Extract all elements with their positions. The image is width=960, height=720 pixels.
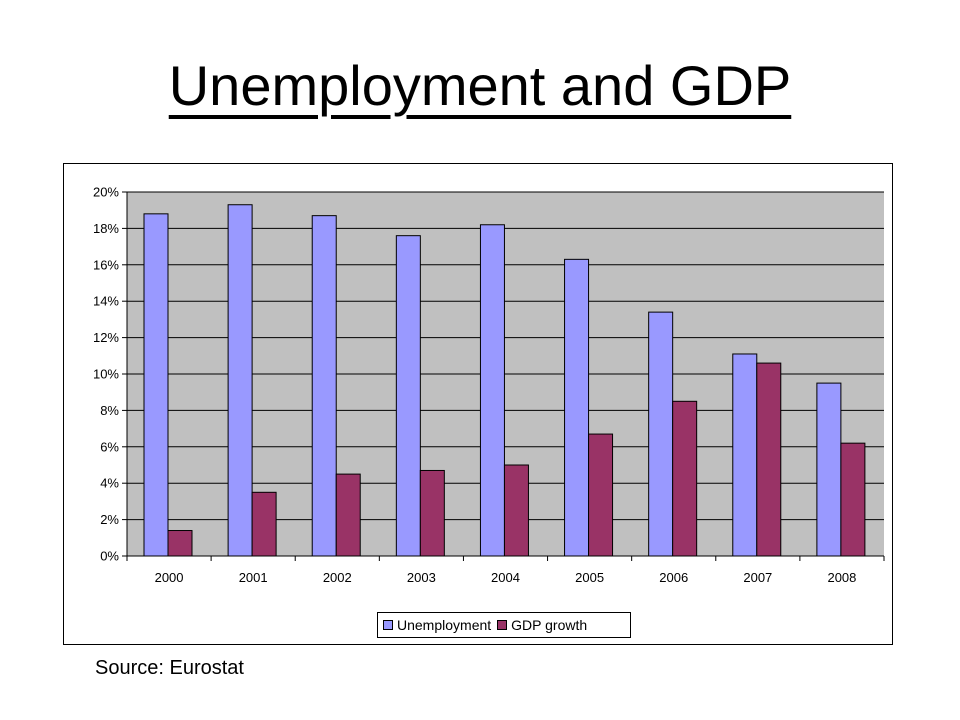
x-tick-label: 2002 xyxy=(323,570,352,585)
bar-gdp-growth-2007 xyxy=(756,362,782,557)
bar-gdp-growth-2001 xyxy=(251,491,277,557)
chart-frame: 0% 2% 4% 6% 8% 10% 12% 14% 16% 18% 20% 2000 2001 200… xyxy=(63,163,893,645)
bar-gdp-growth-2002 xyxy=(335,473,361,557)
y-tick-label: 8% xyxy=(100,403,119,418)
bar-unemployment-2005 xyxy=(564,258,590,557)
x-tick-label: 2007 xyxy=(743,570,772,585)
x-axis-ticks: 2000 2001 2002 2003 2004 2005 2006 2007 2008 xyxy=(126,556,885,585)
bar-chart: 0%2%4%6%8%10%12%14%16%18%20% 2000 2001 200… xyxy=(93,185,885,585)
y-tick-label: 10% xyxy=(93,367,119,382)
bar-unemployment-2004 xyxy=(479,224,505,557)
x-tick-label: 2001 xyxy=(239,570,268,585)
bar-gdp-growth-2000 xyxy=(167,530,193,557)
y-tick-label: 0% xyxy=(100,549,119,564)
y-axis-ticks: 0% 2% 4% 6% 8% 10% 12% 14% 16% 18% 20% xyxy=(93,185,127,564)
x-tick-label: 2000 xyxy=(155,570,184,585)
slide-title: Unemployment and GDP xyxy=(168,54,792,117)
y-tick-label: 16% xyxy=(93,257,119,272)
legend-swatch-unemployment xyxy=(383,620,393,630)
y-tick-label: 6% xyxy=(100,439,119,454)
legend-label-gdp-growth: GDP growth xyxy=(511,617,588,633)
legend-item-gdp-growth: GDP growth xyxy=(497,617,587,633)
y-tick-label: 12% xyxy=(93,330,119,345)
x-tick-label: 2008 xyxy=(827,570,856,585)
legend-label-unemployment: Unemployment xyxy=(397,617,492,633)
legend-item-unemployment: Unemployment xyxy=(383,617,491,633)
x-tick-label: 2005 xyxy=(575,570,604,585)
x-tick-label: 2006 xyxy=(659,570,688,585)
y-tick-label: 18% xyxy=(93,221,119,236)
bar-gdp-growth-2008 xyxy=(840,442,866,557)
source-note: Source: Eurostat xyxy=(95,657,244,679)
y-tick-label: 2% xyxy=(100,512,119,527)
bar-unemployment-2003 xyxy=(395,235,421,557)
chart-legend: Unemployment GDP growth xyxy=(377,612,631,638)
x-tick-label: 2004 xyxy=(491,570,520,585)
bar-unemployment-2000 xyxy=(143,213,169,557)
bar-unemployment-2006 xyxy=(648,311,674,557)
bar-gdp-growth-2004 xyxy=(503,464,529,557)
y-tick-label: 20% xyxy=(93,185,119,200)
plot-area xyxy=(126,191,884,557)
bar-unemployment-2002 xyxy=(311,215,337,557)
bar-gdp-growth-2003 xyxy=(419,469,445,557)
y-tick-label: 4% xyxy=(100,476,119,491)
bar-gdp-growth-2006 xyxy=(672,400,698,557)
legend-swatch-gdp-growth xyxy=(497,620,508,630)
bar-unemployment-2007 xyxy=(732,353,758,557)
y-tick-label: 14% xyxy=(93,294,119,309)
bar-unemployment-2008 xyxy=(816,382,842,557)
bar-gdp-growth-2005 xyxy=(588,433,614,557)
bar-unemployment-2001 xyxy=(227,204,253,557)
x-tick-label: 2003 xyxy=(407,570,436,585)
